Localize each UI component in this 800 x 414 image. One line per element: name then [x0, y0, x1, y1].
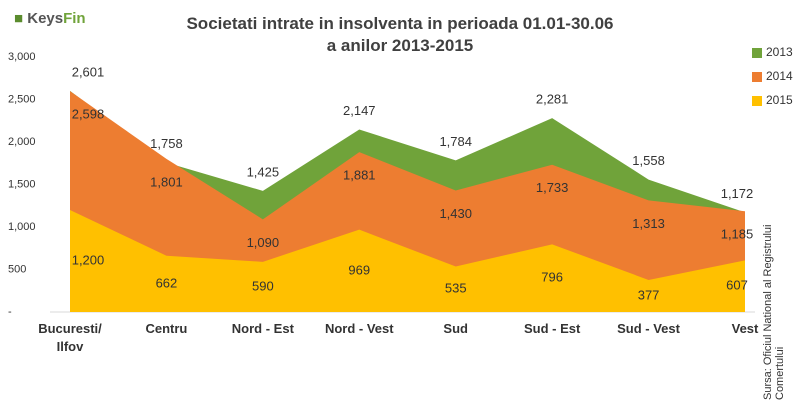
data-label: 662: [156, 275, 178, 290]
data-label: 1,430: [439, 206, 472, 221]
data-label: 796: [541, 270, 563, 285]
y-tick-label: 2,500: [8, 93, 36, 105]
legend-label: 2015: [766, 93, 793, 107]
y-tick-label: 2,000: [8, 136, 36, 148]
chart-subtitle: a anilor 2013-2015: [326, 36, 474, 55]
data-label: 535: [445, 281, 467, 296]
x-tick-label: Sud - Est: [523, 321, 581, 336]
area: [70, 210, 745, 312]
data-label: 1,801: [150, 174, 183, 189]
data-label: 1,172: [721, 186, 754, 201]
data-label: 1,090: [247, 235, 280, 250]
source-note: Sursa: Oficiul National al Registrului C…: [762, 224, 786, 400]
y-tick-label: 500: [8, 263, 26, 275]
x-tick-label: Sud: [443, 321, 468, 336]
data-label: 2,598: [72, 107, 105, 122]
data-label: 1,185: [721, 227, 754, 242]
data-label: 1,784: [439, 134, 472, 149]
data-label: 2,281: [536, 92, 569, 107]
y-tick-label: 1,000: [8, 221, 36, 233]
x-tick-label: Vest: [731, 321, 759, 336]
data-label: 1,758: [150, 136, 183, 151]
y-tick-label: 1,500: [8, 178, 36, 190]
y-tick-label: 3,000: [8, 51, 36, 63]
logo-text: Keys: [27, 10, 64, 27]
legend-swatch: [752, 48, 762, 58]
y-tick-label: -: [8, 306, 12, 318]
chart-title: Societati intrate in insolventa in perio…: [186, 14, 614, 33]
legend-label: 2013: [766, 45, 793, 59]
x-tick-label: Bucuresti/ Ilfov: [38, 321, 102, 354]
data-label: 1,425: [247, 164, 280, 179]
legend-swatch: [752, 72, 762, 82]
data-label: 590: [252, 278, 274, 293]
data-label: 1,200: [72, 252, 105, 267]
data-label: 1,733: [536, 180, 569, 195]
data-label: 1,881: [343, 168, 376, 183]
data-label: 2,601: [72, 64, 105, 79]
x-tick-label: Sud - Vest: [617, 321, 680, 336]
data-label: 1,558: [632, 153, 665, 168]
logo-text: Fin: [63, 10, 86, 27]
data-label: 607: [726, 278, 748, 293]
data-label: 1,313: [632, 216, 665, 231]
x-tick-label: Nord - Vest: [324, 321, 394, 336]
data-label: 377: [638, 287, 660, 302]
data-label: 2,147: [343, 103, 376, 118]
logo: ■ KeysFin: [14, 10, 86, 27]
legend-swatch: [752, 96, 762, 106]
x-tick-label: Nord - Est: [231, 321, 294, 336]
legend-label: 2014: [766, 69, 793, 83]
data-label: 969: [348, 262, 370, 277]
x-tick-label: Centru: [145, 321, 188, 336]
